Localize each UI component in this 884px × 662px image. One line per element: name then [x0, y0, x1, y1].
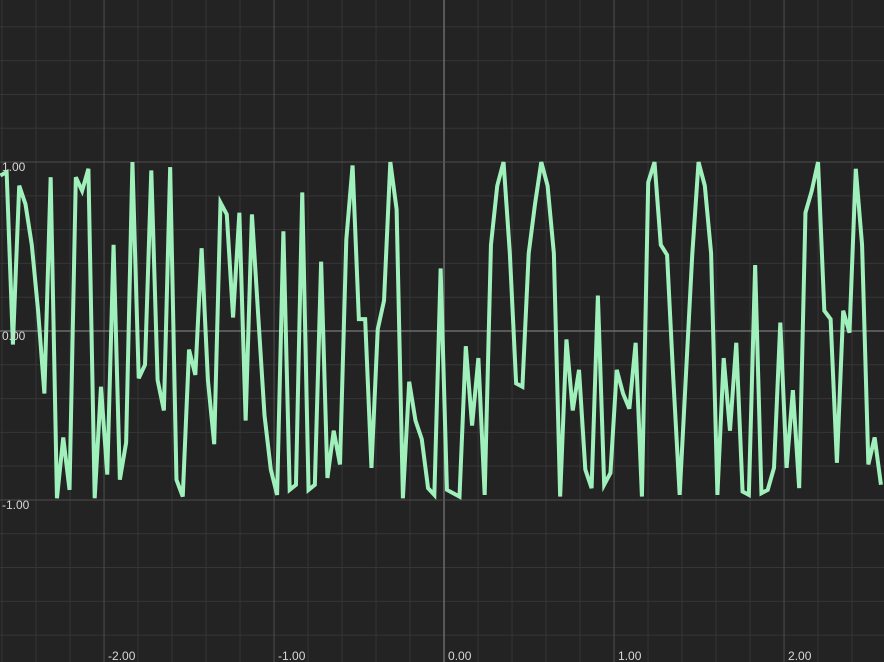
- y-tick-label: 0.00: [2, 329, 26, 343]
- x-tick-label: 1.00: [618, 649, 642, 662]
- x-tick-label: 2.00: [788, 649, 812, 662]
- x-tick-label: 0.00: [448, 649, 472, 662]
- x-tick-label: -1.00: [278, 649, 306, 662]
- y-tick-label: -1.00: [2, 498, 30, 512]
- data-line: [0, 161, 883, 500]
- x-tick-label: -2.00: [108, 649, 136, 662]
- y-tick-label: 1.00: [2, 160, 26, 174]
